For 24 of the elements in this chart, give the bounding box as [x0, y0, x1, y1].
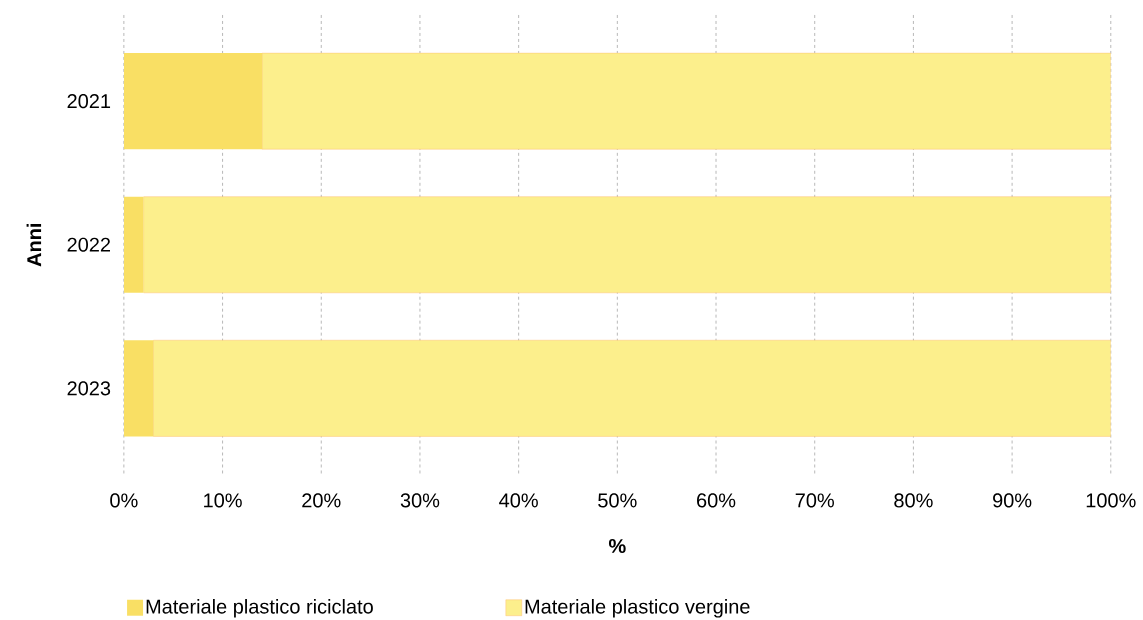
x-tick-label: 90% — [993, 493, 1032, 508]
x-tick-label: 20% — [302, 493, 341, 508]
bar — [123, 196, 144, 293]
bar — [261, 52, 1111, 150]
y-tick-label: 2023 — [67, 381, 111, 396]
legend-label: Materiale plastico riciclato — [146, 598, 373, 618]
y-axis-title: Anni — [26, 223, 42, 267]
bar — [123, 52, 263, 150]
x-tick-label: 60% — [697, 493, 736, 508]
x-axis-title: % — [608, 538, 626, 553]
x-tick-label: 70% — [795, 493, 834, 508]
y-tick-label: 2021 — [67, 93, 111, 108]
bar — [153, 339, 1111, 437]
x-tick-label: 40% — [499, 493, 538, 508]
x-tick-label: 30% — [400, 493, 440, 508]
legend-label: Materiale plastico vergine — [525, 598, 750, 618]
x-tick-label: 50% — [598, 493, 637, 508]
y-tick-label: 2022 — [67, 237, 111, 252]
x-tick-label: 80% — [894, 493, 933, 508]
bar — [123, 340, 154, 437]
bar — [143, 196, 1111, 293]
x-tick-label: 100% — [1086, 493, 1136, 508]
x-tick-label: 10% — [204, 493, 242, 508]
x-tick-label: 0% — [110, 493, 138, 508]
